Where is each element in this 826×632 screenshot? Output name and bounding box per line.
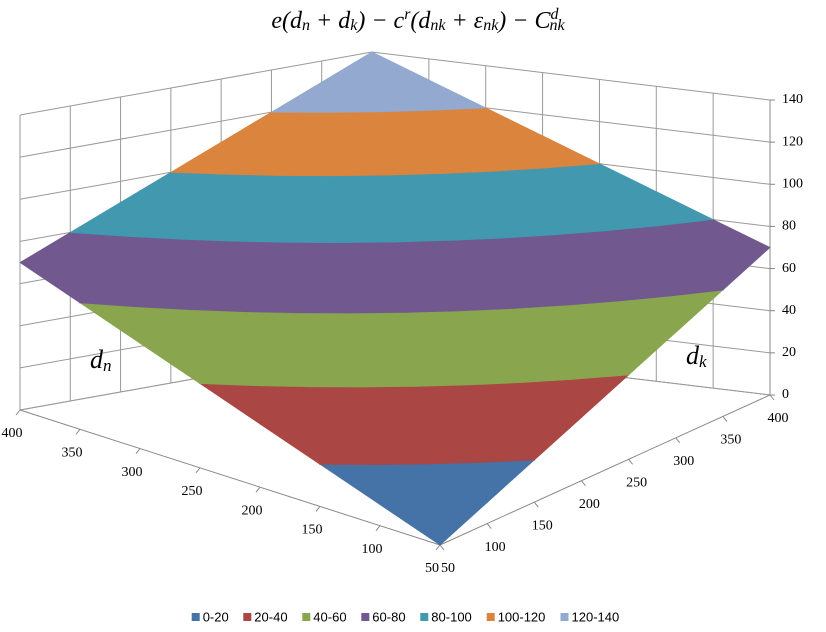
y-tick	[722, 416, 728, 422]
y-axis	[439, 394, 771, 546]
legend-swatch	[560, 613, 569, 621]
title-part: r	[404, 6, 411, 23]
surface	[19, 51, 771, 546]
x-tick-label: 350	[62, 446, 83, 461]
surface-patch	[318, 463, 381, 506]
surface-patch	[69, 201, 126, 237]
legend-swatch	[302, 613, 311, 621]
y-tick	[581, 480, 586, 487]
z-tick-label: 0	[782, 387, 789, 402]
z-tick-label: 40	[782, 303, 796, 318]
x-tick	[135, 448, 141, 454]
legend-label: 80-100	[431, 609, 471, 624]
y-tick	[675, 437, 681, 444]
x-axis	[19, 409, 441, 546]
z-tick-label: 140	[782, 92, 803, 107]
surface-patch	[270, 81, 326, 113]
legend-label: 40-60	[313, 609, 346, 624]
legend-label: 100-120	[498, 609, 546, 624]
legend-label: 120-140	[572, 609, 620, 624]
legend-swatch	[243, 613, 252, 621]
legend-swatch	[191, 613, 200, 621]
grid-line	[19, 51, 373, 116]
y-tick-label: 400	[768, 411, 789, 426]
x-tick	[15, 409, 21, 416]
x-tick-label: 50	[425, 561, 439, 576]
axis-title-part: n	[103, 356, 112, 375]
x-tick	[195, 467, 201, 474]
x-tick-label: 100	[362, 542, 383, 557]
y-axis-title: dk	[686, 341, 707, 371]
z-tick-label: 60	[782, 261, 796, 276]
y-tick-label: 50	[441, 561, 455, 576]
surface-patch	[19, 231, 81, 304]
title-part: (d	[410, 8, 431, 34]
x-tick-label: 400	[2, 426, 23, 441]
legend-swatch	[486, 613, 495, 621]
title-part: n	[302, 17, 310, 34]
surface-patch	[480, 459, 536, 504]
surface-patch	[78, 302, 141, 344]
surface-patch	[575, 374, 630, 419]
axis-title-part: k	[699, 352, 707, 371]
title-part: d	[551, 6, 560, 23]
surface-patch	[169, 141, 226, 175]
grid-line	[371, 51, 771, 101]
title-part: nk	[483, 17, 499, 34]
legend-label: 60-80	[372, 609, 405, 624]
surface-patch	[485, 107, 544, 172]
x-tick-label: 250	[182, 484, 203, 499]
surface-patch	[371, 51, 430, 113]
surface-patch	[670, 289, 724, 334]
y-tick	[628, 458, 633, 465]
y-tick-label: 150	[532, 518, 553, 533]
title-part: ) − C	[496, 8, 551, 34]
title-part: nk	[430, 17, 446, 34]
legend-label: 0-20	[203, 609, 229, 624]
y-tick-label: 250	[626, 476, 647, 491]
x-tick	[75, 428, 81, 435]
title-part: + d	[310, 8, 351, 34]
x-tick	[435, 544, 441, 551]
x-tick-label: 200	[242, 503, 263, 518]
legend-swatch	[361, 613, 370, 621]
title-part: e(d	[271, 8, 303, 34]
surface-patch	[655, 191, 715, 226]
title-part: ) − c	[355, 8, 404, 34]
z-tick-label: 20	[782, 345, 796, 360]
y-tick-label: 300	[673, 454, 694, 469]
y-tick	[533, 501, 539, 508]
legend-label: 20-40	[254, 609, 287, 624]
y-tick	[439, 544, 445, 551]
x-tick	[255, 486, 261, 493]
title-part: + ε	[446, 8, 484, 34]
y-tick-label: 350	[720, 433, 741, 448]
z-tick-label: 120	[782, 134, 803, 149]
title-part: nk	[550, 17, 566, 34]
surface-patch	[542, 135, 601, 169]
surface-patch	[198, 383, 261, 425]
x-axis-title: dn	[90, 345, 112, 375]
axis-title-part: d	[686, 341, 700, 370]
y-tick-label: 200	[579, 497, 600, 512]
chart-title: e(dn + dk) − cr(dnk + εnk) − Cd nk	[271, 6, 565, 34]
y-tick-label: 100	[485, 540, 506, 555]
surface-patch	[712, 218, 771, 291]
surface-patch	[598, 163, 657, 232]
y-tick	[486, 523, 492, 529]
x-tick	[375, 525, 381, 532]
x-tick	[315, 506, 321, 512]
legend: 0-20 20-40 40-60 60-80 80-100 100-120 120-140	[191, 609, 620, 624]
z-tick-label: 100	[782, 177, 803, 192]
axis-title-part: d	[90, 345, 104, 374]
z-tick-label: 80	[782, 219, 796, 234]
legend-swatch	[420, 613, 429, 621]
y-tick	[769, 394, 775, 401]
x-tick-label: 150	[302, 523, 323, 538]
x-tick-label: 300	[122, 465, 143, 480]
title-part: k	[350, 17, 358, 34]
surface-patch	[428, 79, 486, 111]
